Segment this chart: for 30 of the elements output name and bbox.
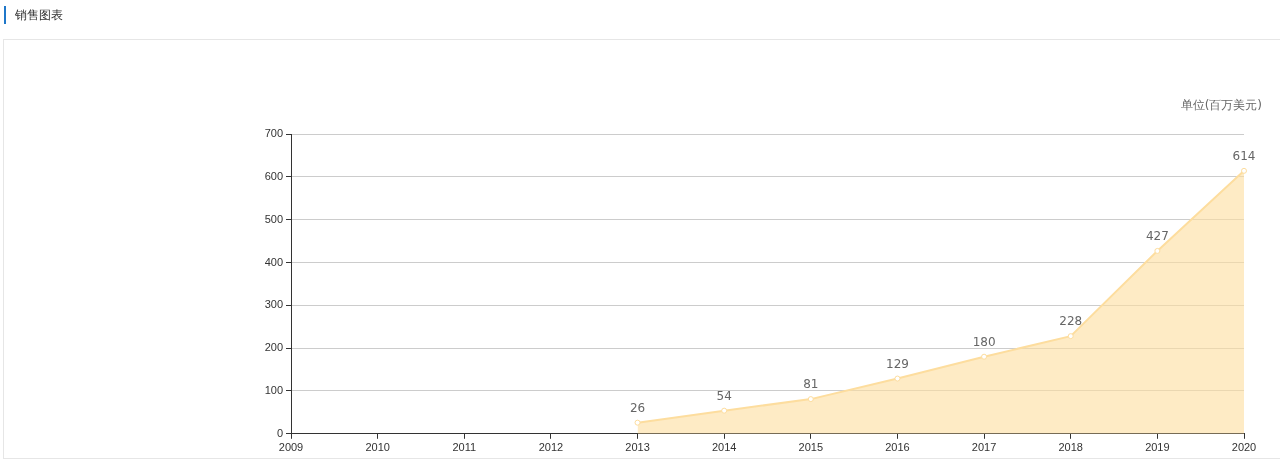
x-tick-label: 2015	[798, 441, 824, 454]
x-tick-label: 2013	[625, 441, 650, 454]
data-label: 54	[716, 388, 732, 403]
x-tick-label: 2012	[538, 441, 564, 454]
y-tick-label: 500	[264, 212, 283, 225]
x-tick-label: 2020	[1231, 441, 1257, 454]
data-label: 81	[803, 377, 819, 392]
data-label: 180	[972, 334, 996, 349]
y-tick-label: 700	[264, 127, 283, 140]
y-tick-label: 600	[264, 169, 283, 182]
y-tick-label: 400	[264, 255, 283, 268]
x-tick-label: 2017	[971, 441, 997, 454]
data-label: 228	[1059, 314, 1083, 329]
x-tick-label: 2011	[452, 441, 477, 454]
x-tick-label: 2010	[365, 441, 390, 454]
y-tick-label: 200	[264, 341, 283, 354]
y-tick-label: 300	[264, 298, 283, 311]
y-axis-title: 单位(百万美元)	[1180, 98, 1262, 113]
y-tick-label: 0	[276, 426, 283, 439]
data-label: 427	[1145, 229, 1169, 244]
data-label: 26	[629, 400, 646, 415]
x-tick-label: 2009	[278, 441, 304, 454]
data-label: 129	[886, 356, 909, 371]
x-tick-label: 2019	[1145, 441, 1170, 454]
text: 销售图表	[4, 6, 63, 24]
data-label: 614	[1232, 148, 1256, 163]
x-tick-label: 2016	[885, 441, 910, 454]
x-tick-label: 2018	[1058, 441, 1083, 454]
x-tick-label: 2014	[711, 441, 737, 454]
y-tick-label: 100	[264, 384, 283, 396]
